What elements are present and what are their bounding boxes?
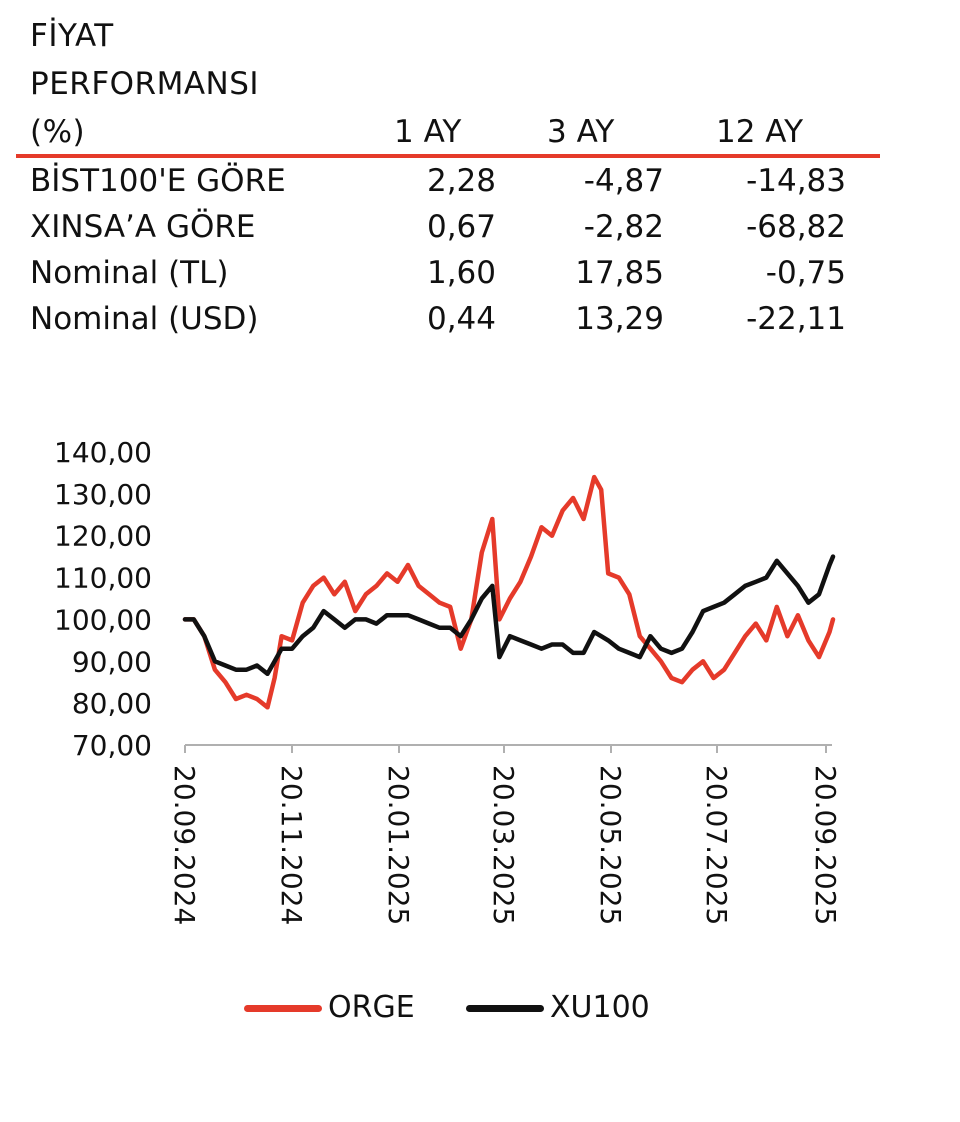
x-axis: 20.09.2024 20.11.2024 20.01.2025 20.03.2025… [168, 744, 842, 925]
x-tick-label: 20.11.2024 [275, 765, 308, 925]
x-tick-label: 20.09.2025 [809, 765, 842, 925]
legend-swatch-orge [244, 1005, 322, 1012]
value-12m: -14,83 [746, 163, 846, 199]
x-tick-label: 20.07.2025 [700, 765, 733, 925]
x-tick-label: 20.03.2025 [487, 765, 520, 925]
value-1m: 1,60 [426, 255, 496, 291]
x-tick-label: 20.05.2025 [594, 765, 627, 925]
table-title-line-3: (%) [30, 114, 86, 150]
x-tick-label: 20.01.2025 [382, 765, 415, 925]
column-header-12m: 12 AY [716, 114, 804, 150]
value-1m: 0,67 [426, 209, 496, 245]
table-title-line-2: PERFORMANSI [30, 66, 260, 102]
table-row: BİST100'E GÖRE 2,28 -4,87 -14,83 [0, 163, 900, 209]
y-axis: 140,00 130,00 120,00 110,00 100,00 90,00 80,00… [54, 436, 152, 762]
table-row: XINSA’A GÖRE 0,67 -2,82 -68,82 [0, 209, 900, 255]
value-3m: 13,29 [575, 301, 664, 337]
legend-label-xu100: XU100 [550, 990, 650, 1025]
row-label: Nominal (USD) [30, 301, 259, 337]
y-tick-label: 110,00 [54, 562, 152, 595]
legend-item-orge: ORGE [244, 990, 415, 1034]
series-lines [182, 474, 836, 710]
y-tick-label: 100,00 [54, 603, 152, 636]
value-12m: -0,75 [765, 255, 846, 291]
series-line-orge [182, 474, 836, 710]
value-12m: -68,82 [746, 209, 846, 245]
value-12m: -22,11 [746, 301, 846, 337]
header-divider [16, 154, 880, 158]
y-tick-label: 120,00 [54, 520, 152, 553]
value-1m: 0,44 [426, 301, 496, 337]
y-tick-label: 70,00 [72, 729, 152, 762]
y-tick-label: 80,00 [72, 687, 152, 720]
series-line-xu100 [182, 554, 836, 677]
row-label: XINSA’A GÖRE [30, 209, 256, 245]
legend-item-xu100: XU100 [466, 990, 650, 1034]
value-3m: -2,82 [583, 209, 664, 245]
legend-label-orge: ORGE [328, 990, 415, 1025]
value-3m: -4,87 [583, 163, 664, 199]
price-line-chart: 140,00 130,00 120,00 110,00 100,00 90,00 80,00… [54, 436, 842, 925]
legend-swatch-xu100 [466, 1005, 544, 1012]
table-row: Nominal (USD) 0,44 13,29 -22,11 [0, 301, 900, 347]
row-label: Nominal (TL) [30, 255, 229, 291]
y-tick-label: 90,00 [72, 645, 152, 678]
y-tick-label: 140,00 [54, 436, 152, 469]
x-tick-label: 20.09.2024 [168, 765, 201, 925]
value-3m: 17,85 [575, 255, 664, 291]
table-row: Nominal (TL) 1,60 17,85 -0,75 [0, 255, 900, 301]
column-header-1m: 1 AY [394, 114, 462, 150]
table-title-line-1: FİYAT [30, 18, 114, 54]
value-1m: 2,28 [426, 163, 496, 199]
column-header-3m: 3 AY [547, 114, 615, 150]
row-label: BİST100'E GÖRE [30, 163, 286, 199]
y-tick-label: 130,00 [54, 478, 152, 511]
